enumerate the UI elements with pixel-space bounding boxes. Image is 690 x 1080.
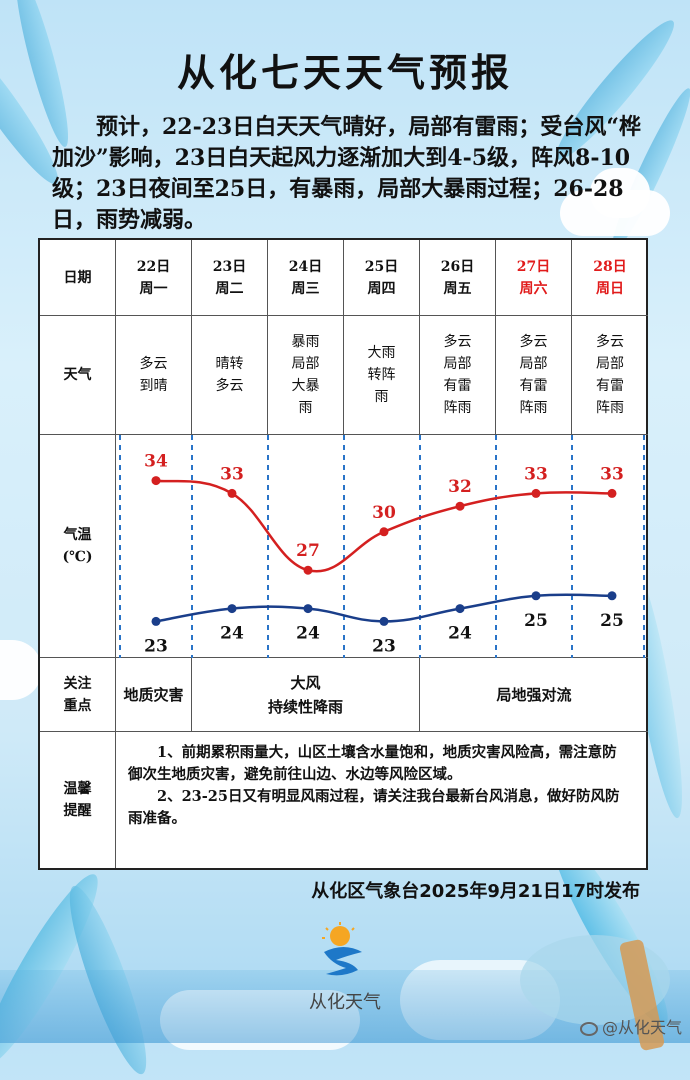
focus-geological-text: 地质灾害 — [123, 685, 184, 704]
logo-text: 从化天气 — [309, 992, 381, 1013]
weather-text: 暴雨局部大暴雨 — [291, 334, 320, 416]
low-temp-point — [227, 604, 237, 614]
temperature-chart-cell: 34 33 27 30 32 33 33 23 24 24 23 24 25 25 — [116, 435, 648, 658]
weekday-text: 周六 — [519, 280, 548, 297]
low-temp-label: 23 — [372, 636, 396, 656]
weather-cell: 大雨转阵雨 — [344, 316, 420, 435]
weather-logo-icon — [322, 922, 362, 976]
row-label-weather-text: 天气 — [63, 367, 92, 383]
focus-geological: 地质灾害 — [116, 658, 192, 732]
tip-1: 1、前期累积雨量大，山区土壤含水量饱和，地质灾害风险高，需注意防御次生地质灾害，… — [128, 744, 617, 783]
weather-text: 多云局部有雷阵雨 — [519, 334, 548, 416]
date-text: 26日 — [440, 258, 475, 275]
date-cell: 24日周三 — [268, 240, 344, 316]
weather-cell: 暴雨局部大暴雨 — [268, 316, 344, 435]
focus-wind-rain: 大风 持续性降雨 — [192, 658, 420, 732]
weibo-icon — [579, 1021, 598, 1036]
date-text: 25日 — [364, 258, 399, 275]
low-temp-point — [303, 604, 313, 614]
row-label-temp-unit: (℃) — [62, 549, 93, 565]
date-text: 24日 — [288, 258, 323, 275]
watermark: @从化天气 — [579, 1014, 682, 1038]
forecast-intro: 预计，22-23日白天天气晴好，局部有雷雨；受台风“桦加沙”影响，23日白天起风… — [52, 114, 642, 233]
row-label-tips: 温馨 提醒 — [40, 732, 116, 868]
low-temp-label: 24 — [448, 624, 472, 644]
row-label-date-text: 日期 — [63, 269, 92, 286]
date-cell: 25日周四 — [344, 240, 420, 316]
low-temp-point — [379, 616, 389, 626]
high-temp-point — [607, 488, 617, 498]
high-temp-point — [151, 476, 161, 486]
weather-cell: 多云到晴 — [116, 316, 192, 435]
weather-text: 多云局部有雷阵雨 — [596, 334, 624, 416]
low-temp-point — [531, 591, 541, 601]
high-temp-label: 33 — [524, 464, 548, 484]
weather-text: 大雨转阵雨 — [367, 345, 396, 405]
forecast-table: 日期 天气 气温 (℃) 34 33 27 30 32 33 33 23 24 24 23 24 25 2… — [38, 238, 648, 870]
high-temp-point — [227, 488, 237, 498]
low-temp-label: 23 — [144, 636, 168, 656]
weekday-text: 周二 — [215, 280, 244, 297]
high-temp-label: 30 — [372, 503, 396, 523]
high-temp-point — [303, 565, 313, 575]
row-label-weather: 天气 — [40, 316, 116, 435]
low-temp-label: 25 — [524, 611, 548, 631]
row-label-tips-text1: 温馨 — [63, 781, 92, 797]
high-temp-label: 33 — [220, 464, 244, 484]
focus-wind-text: 大风 — [290, 673, 321, 692]
publish-info: 从化区气象台2025年9月21日17时发布 — [311, 881, 640, 902]
row-label-temp-text: 气温 — [63, 527, 92, 543]
date-cell: 28日周日 — [572, 240, 648, 316]
high-temp-label: 27 — [296, 541, 320, 561]
date-cell: 26日周五 — [420, 240, 496, 316]
weather-cell: 多云局部有雷阵雨 — [420, 316, 496, 435]
low-temp-point — [455, 604, 465, 614]
temperature-chart: 34 33 27 30 32 33 33 23 24 24 23 24 25 25 — [119, 435, 645, 658]
high-temp-point — [455, 501, 465, 511]
date-text: 27日 — [516, 258, 551, 275]
date-text: 23日 — [212, 258, 247, 275]
weather-cell: 多云局部有雷阵雨 — [572, 316, 648, 435]
row-label-focus: 关注 重点 — [40, 658, 116, 732]
weather-text: 多云到晴 — [139, 356, 168, 394]
date-text: 28日 — [593, 258, 627, 275]
tips-content: 1、前期累积雨量大，山区土壤含水量饱和，地质灾害风险高，需注意防御次生地质灾害，… — [128, 742, 628, 830]
weekday-text: 周四 — [367, 280, 396, 297]
weather-cell: 晴转多云 — [192, 316, 268, 435]
page-title: 从化七天天气预报 — [176, 50, 513, 95]
high-temp-line — [155, 479, 613, 573]
row-label-date: 日期 — [40, 240, 116, 316]
row-label-tips-text2: 提醒 — [63, 803, 92, 819]
weekday-text: 周三 — [291, 280, 320, 297]
high-temp-label: 34 — [144, 452, 168, 472]
tip-2: 2、23-25日又有明显风雨过程，请关注我台最新台风消息，做好防风防雨准备。 — [128, 788, 620, 827]
low-temp-label: 24 — [220, 624, 244, 644]
focus-rain-text: 持续性降雨 — [267, 697, 343, 716]
low-temp-label: 25 — [600, 611, 624, 631]
date-cell: 23日周二 — [192, 240, 268, 316]
weekday-text: 周一 — [139, 280, 168, 297]
high-temp-label: 33 — [600, 464, 624, 484]
row-label-focus-text1: 关注 — [63, 675, 92, 692]
high-temp-point — [531, 488, 541, 498]
row-label-focus-text2: 重点 — [63, 697, 92, 714]
low-temp-label: 24 — [296, 624, 320, 644]
focus-convection-text: 局地强对流 — [496, 686, 572, 704]
low-temp-point — [607, 591, 617, 601]
watermark-text: @从化天气 — [601, 1018, 682, 1037]
weather-cell: 多云局部有雷阵雨 — [496, 316, 572, 435]
date-text: 22日 — [136, 258, 171, 275]
weekday-text: 周日 — [596, 280, 624, 297]
focus-convection: 局地强对流 — [420, 658, 648, 732]
weather-text: 多云局部有雷阵雨 — [443, 334, 472, 416]
date-cell: 27日周六 — [496, 240, 572, 316]
date-cell: 22日周一 — [116, 240, 192, 316]
weekday-text: 周五 — [443, 280, 472, 297]
row-label-temperature: 气温 (℃) — [40, 435, 116, 658]
low-temp-point — [151, 616, 161, 626]
high-temp-label: 32 — [448, 477, 472, 497]
weather-text: 晴转多云 — [215, 356, 244, 394]
high-temp-point — [379, 527, 389, 537]
